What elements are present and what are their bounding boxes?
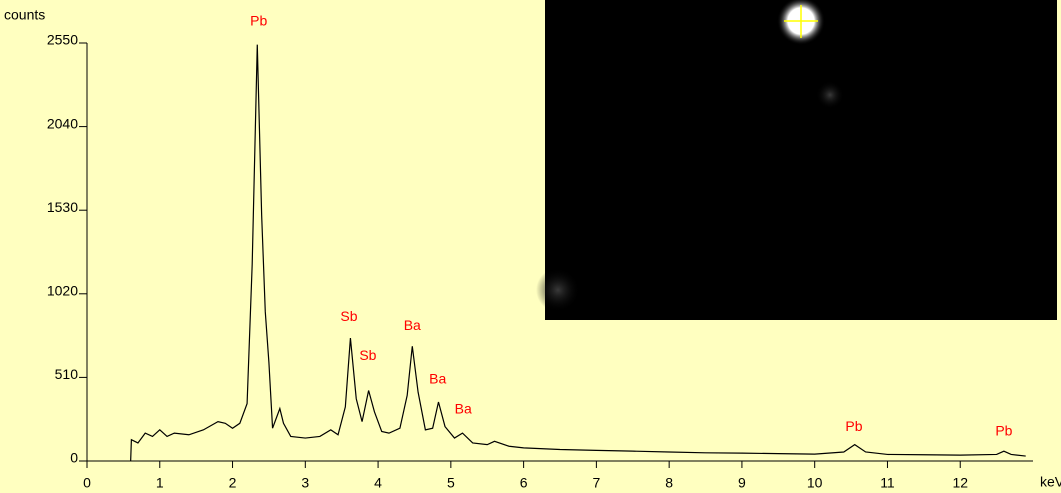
y-tick-label: 510 <box>55 366 79 382</box>
y-tick-label: 1020 <box>47 283 78 299</box>
x-tick-label: 11 <box>880 475 895 491</box>
x-tick-label: 4 <box>374 475 382 491</box>
x-tick-label: 6 <box>520 475 528 491</box>
x-tick-label: 1 <box>156 475 164 491</box>
peak-label: Sb <box>359 347 376 363</box>
image-haze <box>816 81 844 109</box>
peak-label: Ba <box>455 401 472 417</box>
y-tick-label: 2550 <box>47 32 78 48</box>
x-tick-label: 10 <box>807 475 823 491</box>
peak-label: Sb <box>340 308 357 324</box>
y-tick-label: 2040 <box>47 115 78 131</box>
peak-label: Pb <box>995 423 1012 439</box>
x-tick-label: 12 <box>952 475 968 491</box>
y-axis-label: counts <box>4 7 45 23</box>
x-tick-label: 3 <box>301 475 309 491</box>
x-axis-label: keV <box>1040 474 1061 490</box>
x-tick-label: 2 <box>229 475 237 491</box>
image-haze <box>536 268 580 312</box>
peak-label: Ba <box>404 317 421 333</box>
x-tick-label: 8 <box>665 475 673 491</box>
x-tick-label: 7 <box>592 475 600 491</box>
x-tick-label: 0 <box>83 475 91 491</box>
peak-label: Pb <box>845 418 862 434</box>
y-tick-label: 1530 <box>47 199 78 215</box>
x-tick-label: 9 <box>738 475 746 491</box>
peak-label: Pb <box>250 12 267 28</box>
y-tick-label: 0 <box>70 450 78 466</box>
spectrum-line <box>130 44 1026 462</box>
peak-label: Ba <box>429 371 446 387</box>
sem-image <box>545 0 1057 320</box>
x-tick-label: 5 <box>447 475 455 491</box>
